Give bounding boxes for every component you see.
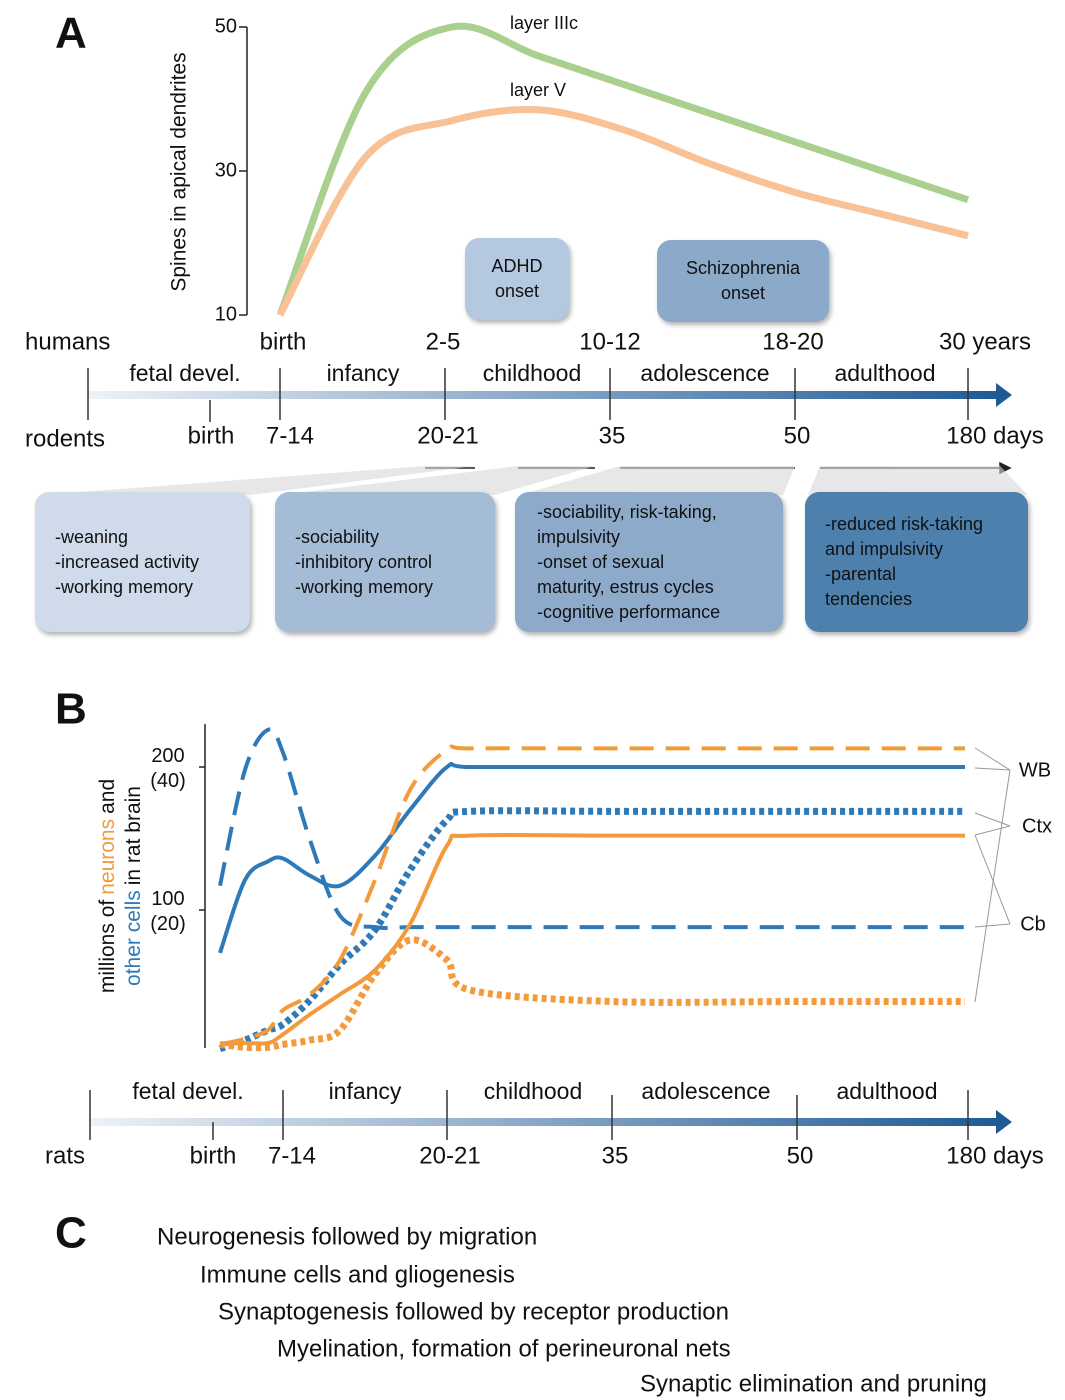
process-label: Neurogenesis followed by migration <box>157 1223 537 1250</box>
stage-label: adulthood <box>834 360 935 386</box>
behavior-line: impulsivity <box>537 526 621 547</box>
stage-label: fetal devel. <box>129 360 240 386</box>
line-series <box>218 727 965 930</box>
label-part: other cells <box>122 890 145 986</box>
region-connectors <box>974 747 1011 1003</box>
row-label: rats <box>45 1142 85 1169</box>
stage-label: adulthood <box>836 1078 937 1104</box>
line-series <box>276 106 969 317</box>
label-part: and <box>96 779 119 814</box>
line-series <box>219 832 965 1047</box>
x-category-label: 30 years <box>939 328 1031 355</box>
stage-label: infancy <box>327 360 400 386</box>
behavior-box: -reduced risk-taking and impulsivity -pare… <box>805 492 1028 632</box>
x-category-label: 180 days <box>946 1142 1043 1169</box>
process-label: Synaptogenesis followed by receptor prod… <box>218 1298 729 1325</box>
label-part: neurons <box>96 819 119 895</box>
line-series <box>276 22 970 317</box>
row-label: humans <box>25 328 110 355</box>
behavior-line: -inhibitory control <box>295 551 433 572</box>
stage-label: adolescence <box>641 1078 770 1104</box>
onset-text: ADHD onset <box>491 256 543 301</box>
label-part: in rat brain <box>122 786 145 885</box>
behavior-line: -parental <box>825 564 897 584</box>
x-category-label: 18-20 <box>762 328 823 355</box>
behavior-line: maturity, estrus cycles <box>537 576 714 597</box>
row-label: rodents <box>25 425 105 452</box>
behavior-line: -working memory <box>55 576 194 597</box>
onset-box: Schizophrenia onset <box>657 240 829 322</box>
label-part: millions of <box>96 900 119 994</box>
x-category-label: birth <box>190 1142 237 1169</box>
zoom-wedges <box>40 466 1028 495</box>
behavior-line: -onset of sexual <box>537 551 665 572</box>
behavior-line: tendencies <box>825 589 913 609</box>
x-category-label: 20-21 <box>419 1142 480 1169</box>
behavior-line: -cognitive performance <box>537 601 721 622</box>
line-series <box>218 761 965 954</box>
rodent-age-label: 50 <box>784 422 811 449</box>
timeline-arrow <box>996 383 1012 407</box>
y-tick-label: 50 <box>215 15 237 37</box>
y-tick-label: 30 <box>215 159 237 181</box>
y-tick-label: 200 (40) <box>150 745 186 792</box>
behavior-line: -weaning <box>55 526 129 547</box>
stage-label: infancy <box>329 1078 402 1104</box>
rodent-age-label: 35 <box>599 422 626 449</box>
onset-text: Schizophrenia onset <box>685 258 801 303</box>
x-category-label: 2-5 <box>426 328 461 355</box>
series-label: layer IIIc <box>510 13 578 33</box>
line-series <box>218 807 965 1053</box>
y-axis-label: millions of neurons and other cells in rat b… <box>96 779 145 993</box>
timeline-bar <box>90 1118 1000 1126</box>
rodent-age-label: 180 days <box>946 422 1043 449</box>
stage-label: childhood <box>483 360 581 386</box>
stage-label: fetal devel. <box>132 1078 243 1104</box>
behavior-box: -weaning -increased activity -working memo… <box>35 492 250 632</box>
behavior-line: -reduced risk-taking <box>825 514 984 534</box>
y-tick-label: 100 (20) <box>150 888 186 935</box>
x-category-label: 35 <box>602 1142 629 1169</box>
behavior-line: -sociability <box>295 526 380 547</box>
process-label: Synaptic elimination and pruning <box>640 1370 987 1397</box>
behavior-line: -increased activity <box>55 551 200 572</box>
y-axis-label: Spines in apical dendrites <box>168 52 191 291</box>
x-category-label: 50 <box>787 1142 814 1169</box>
x-category-label: 10-12 <box>579 328 640 355</box>
behavior-line: -working memory <box>295 576 434 597</box>
behavior-box: -sociability -inhibitory control -working … <box>275 492 495 632</box>
behavior-box: -sociability, risk-taking, impulsivity -on… <box>515 492 783 632</box>
series-label: layer V <box>510 80 566 100</box>
rodent-age-label: 7-14 <box>266 422 314 449</box>
panel-label: C <box>55 1209 87 1258</box>
x-category-label: 7-14 <box>268 1142 316 1169</box>
line-series <box>219 936 965 1052</box>
rodent-age-label: 20-21 <box>417 422 478 449</box>
region-label: WB <box>1019 759 1051 781</box>
process-label: Immune cells and gliogenesis <box>200 1261 515 1288</box>
y-tick-label: 10 <box>215 303 237 325</box>
process-label: Myelination, formation of perineuronal n… <box>277 1335 731 1362</box>
rodent-age-label: birth <box>188 422 235 449</box>
behavior-line: and impulsivity <box>825 539 944 559</box>
panel-label: A <box>55 9 87 58</box>
x-category-label: birth <box>260 328 307 355</box>
region-label: Ctx <box>1022 815 1052 837</box>
line-series <box>219 744 965 1047</box>
onset-box: ADHD onset <box>465 238 569 320</box>
timeline-arrow <box>996 1110 1012 1134</box>
panel-label: B <box>55 685 87 734</box>
stage-label: childhood <box>484 1078 582 1104</box>
region-label: Cb <box>1020 913 1046 935</box>
stage-label: adolescence <box>640 360 769 386</box>
behavior-line: -sociability, risk-taking, <box>537 501 717 522</box>
timeline-bar <box>88 391 1000 399</box>
